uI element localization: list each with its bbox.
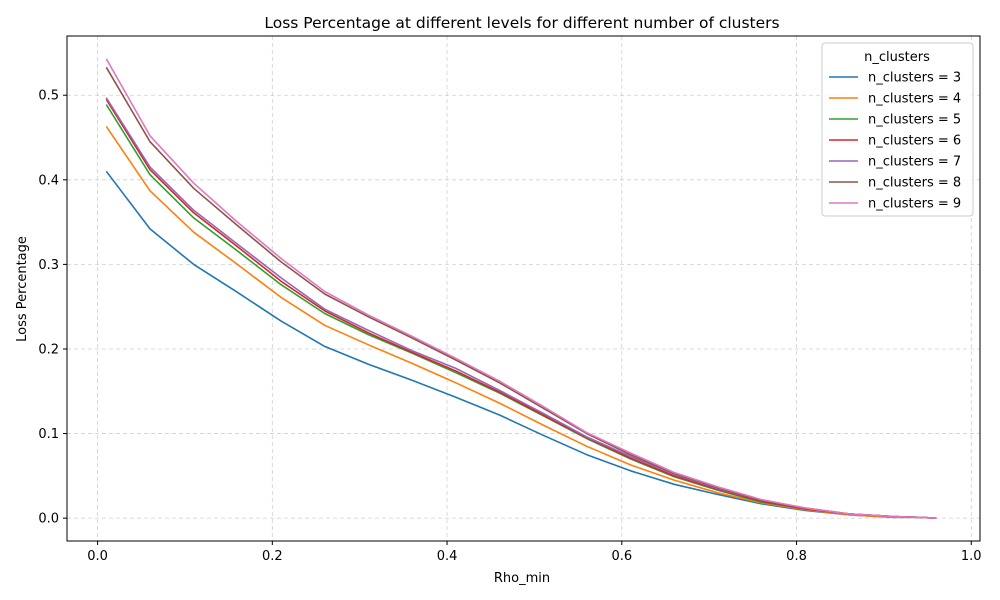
x-axis-title: Rho_min [494,571,550,586]
y-tick-label: 0.0 [38,512,59,527]
y-axis-title: Loss Percentage [15,236,30,342]
x-tick-label: 0.2 [262,549,283,564]
grid-lines [67,36,980,541]
y-tick-label: 0.2 [38,342,59,357]
legend-title: n_clusters [864,50,930,65]
series-line-4 [105,126,937,519]
x-tick-label: 0.4 [437,549,458,564]
chart-title: Loss Percentage at different levels for … [264,14,779,32]
legend-entry-label: n_clusters = 6 [868,134,961,149]
legend-entry-label: n_clusters = 3 [868,71,961,86]
plot-area-frame [66,35,981,542]
legend-entry-label: n_clusters = 9 [868,197,961,212]
x-axis-ticks: 0.0 0.2 0.4 0.6 0.8 1.0 [87,541,982,564]
legend-box [821,42,974,217]
x-tick-label: 0.8 [786,549,807,564]
y-axis-ticks: 0.0 0.1 0.2 0.3 0.4 0.5 [38,89,67,527]
series-line-9 [105,58,937,519]
y-tick-label: 0.1 [38,427,59,442]
legend-entry-label: n_clusters = 5 [868,113,961,128]
legend-entry-label: n_clusters = 4 [868,92,961,107]
x-tick-label: 1.0 [961,549,982,564]
x-tick-label: 0.0 [87,549,108,564]
y-tick-label: 0.5 [38,89,59,104]
y-tick-label: 0.4 [38,173,59,188]
legend-entry-label: n_clusters = 8 [868,176,961,191]
legend: n_clusters n_clusters = 3 n_clusters = 4 n… [821,42,974,217]
series-lines [105,58,937,519]
x-tick-label: 0.6 [611,549,632,564]
y-tick-label: 0.3 [38,258,59,273]
legend-entry-label: n_clusters = 7 [868,155,961,170]
